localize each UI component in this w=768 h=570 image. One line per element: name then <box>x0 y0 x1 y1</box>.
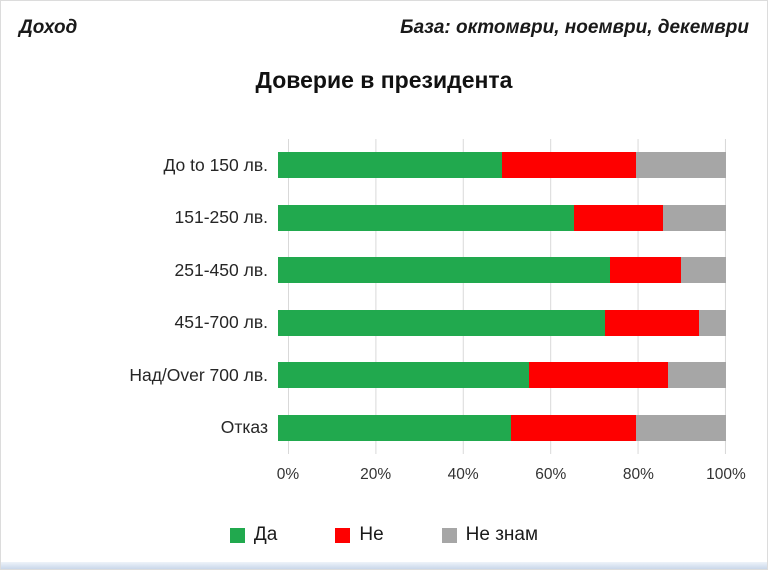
stacked-bar-chart: До to 150 лв. 151-250 лв. 251-450 лв. 451-7… <box>1 139 767 454</box>
header-right-label: База: октомври, ноември, декември <box>400 17 749 38</box>
bar-track <box>278 204 726 231</box>
chart-row: Над/Over 700 лв. <box>1 349 767 402</box>
category-label: 451-700 лв. <box>174 312 268 333</box>
x-tick-label: 0% <box>276 466 300 483</box>
legend-swatch-icon <box>229 527 245 543</box>
bar-segment-Не знам <box>681 257 726 284</box>
bar-segment-Да <box>278 152 502 179</box>
bar-segment-Не знам <box>667 362 726 389</box>
bar-segment-Не <box>605 309 700 336</box>
x-tick-label: 60% <box>535 466 567 483</box>
x-tick-label: 100% <box>706 466 746 483</box>
bar-segment-Да <box>278 362 529 389</box>
category-label: Над/Over 700 лв. <box>129 364 268 385</box>
chart-row: 451-700 лв. <box>1 297 767 350</box>
legend-label: Не знам <box>465 524 539 545</box>
bar-segment-Не знам <box>699 309 726 336</box>
bar-segment-Не <box>528 362 668 389</box>
chart-row: 151-250 лв. <box>1 192 767 245</box>
x-tick-label: 40% <box>447 466 479 483</box>
legend-item: Не <box>335 524 384 546</box>
bar-track <box>278 257 726 284</box>
x-tick-label: 80% <box>622 466 654 483</box>
bar-track <box>278 309 726 336</box>
bar-segment-Не <box>573 204 664 231</box>
legend-label: Да <box>253 524 278 545</box>
slide-header: Доход База: октомври, ноември, декември <box>1 1 767 41</box>
bar-segment-Да <box>278 204 574 231</box>
legend-swatch-icon <box>441 527 457 543</box>
bar-segment-Не <box>510 414 637 441</box>
bar-segment-Да <box>278 414 511 441</box>
legend: Да Не Не знам <box>1 524 767 546</box>
bar-segment-Не знам <box>663 204 726 231</box>
bar-track <box>278 152 726 179</box>
bar-track <box>278 362 726 389</box>
chart-row: 251-450 лв. <box>1 244 767 297</box>
legend-item: Не знам <box>441 524 539 546</box>
x-axis: 0% 20% 40% 60% 80% 100% <box>277 454 746 494</box>
plot-gridlines <box>288 139 726 454</box>
bar-segment-Да <box>278 309 606 336</box>
chart-row: Отказ <box>1 402 767 455</box>
category-label: 251-450 лв. <box>174 259 268 280</box>
bar-segment-Не знам <box>636 152 726 179</box>
category-label: До to 150 лв. <box>163 154 268 175</box>
header-left-label: Доход <box>19 17 78 38</box>
legend-label: Не <box>359 524 384 545</box>
bar-segment-Не <box>609 257 682 284</box>
bar-segment-Не <box>502 152 637 179</box>
bar-track <box>278 414 726 441</box>
plot-rows: До to 150 лв. 151-250 лв. 251-450 лв. 451-7… <box>1 139 767 454</box>
chart-row: До to 150 лв. <box>1 139 767 192</box>
category-label: Отказ <box>220 417 268 438</box>
bar-segment-Не знам <box>636 414 726 441</box>
chart-title: Доверие в президента <box>255 67 513 93</box>
category-label: 151-250 лв. <box>174 207 268 228</box>
legend-swatch-icon <box>335 527 351 543</box>
slide-bottom-border <box>1 562 767 569</box>
bar-segment-Да <box>278 257 610 284</box>
x-tick-label: 20% <box>360 466 392 483</box>
legend-item: Да <box>229 524 278 546</box>
